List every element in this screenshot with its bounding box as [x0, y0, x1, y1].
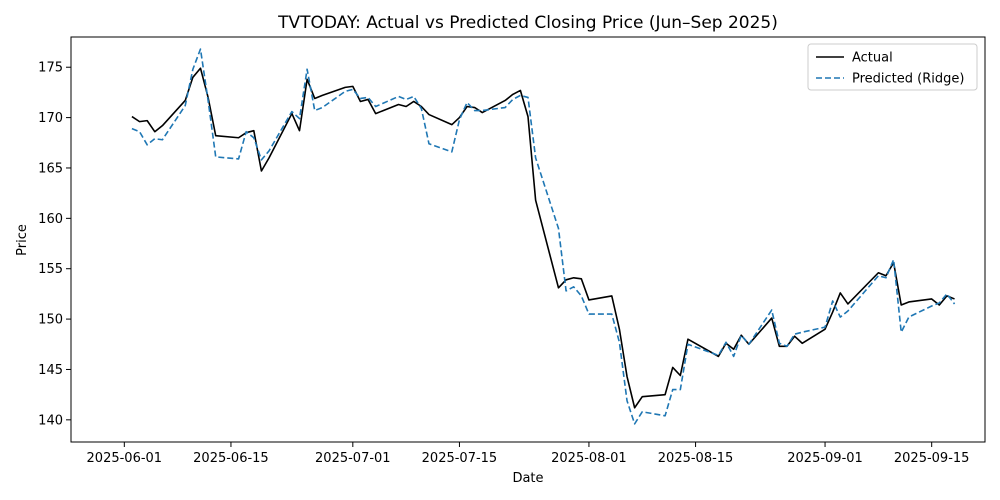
x-tick-label: 2025-09-15 [894, 451, 970, 466]
legend-box [807, 43, 978, 91]
x-axis: 2025-06-01 2025-06-15 2025-07-01 2025-07-15… [87, 442, 970, 466]
legend-label: Predicted (Ridge) [852, 72, 964, 87]
x-tick-label: 2025-08-15 [658, 451, 734, 466]
x-tick-label: 2025-08-01 [551, 451, 627, 466]
legend-label: Actual [852, 51, 893, 66]
y-tick-label: 165 [38, 161, 63, 176]
x-tick-label: 2025-06-15 [193, 451, 269, 466]
y-axis: 140 145 150 155 160 165 170 175 [38, 61, 71, 428]
chart-title: TVTODAY: Actual vs Predicted Closing Pri… [277, 13, 778, 33]
x-axis-title: Date [512, 471, 543, 486]
legend: Actual Predicted (Ridge) [807, 43, 978, 91]
x-tick-label: 2025-07-15 [422, 451, 498, 466]
x-tick-label: 2025-06-01 [87, 451, 163, 466]
y-axis-title: Price [15, 224, 30, 256]
y-tick-label: 160 [38, 212, 63, 227]
y-tick-label: 145 [38, 363, 63, 378]
plot-frame [70, 36, 986, 443]
plot-area [70, 36, 986, 443]
y-tick-label: 175 [38, 61, 63, 76]
y-tick-label: 150 [38, 313, 63, 328]
y-tick-label: 170 [38, 111, 63, 126]
x-tick-label: 2025-09-01 [787, 451, 863, 466]
y-tick-label: 140 [38, 413, 63, 428]
series-line-actual [131, 67, 955, 409]
series-line-predicted [131, 48, 956, 425]
x-tick-label: 2025-07-01 [315, 451, 391, 466]
y-tick-label: 155 [38, 262, 63, 277]
